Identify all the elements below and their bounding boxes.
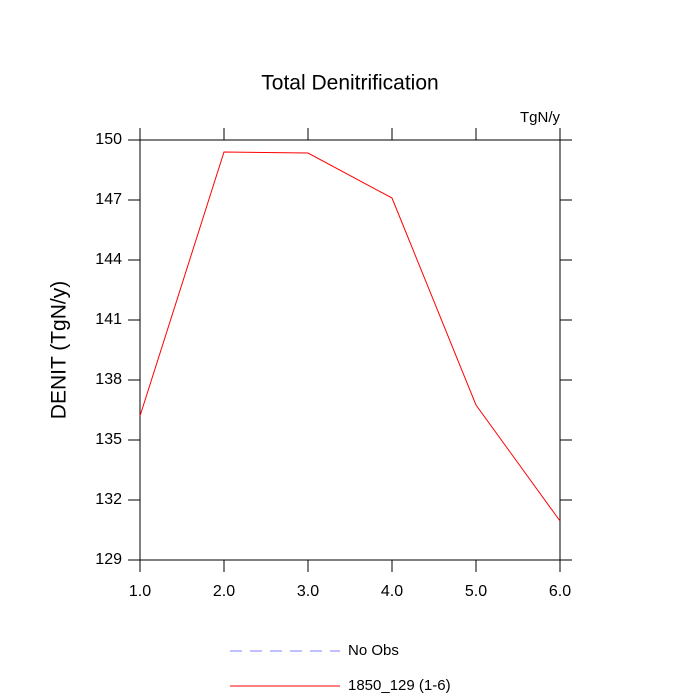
x-tick-label: 3.0 [297, 583, 319, 600]
x-tick-label: 6.0 [549, 583, 571, 600]
y-tick-label: 129 [95, 551, 122, 568]
y-tick-label: 144 [95, 251, 122, 268]
line [139, 151, 561, 522]
y-tick-label: 135 [95, 431, 122, 448]
x-tick-label: 2.0 [213, 583, 235, 600]
plot-frame [139, 139, 561, 561]
y-tick-label: 138 [95, 371, 122, 388]
legend-label: 1850_129 (1-6) [348, 677, 451, 694]
y-tick-label: 141 [95, 311, 122, 328]
x-tick-label: 4.0 [381, 583, 403, 600]
y-tick-label: 147 [95, 191, 122, 208]
y-tick-label: 132 [95, 491, 122, 508]
chart-title: Total Denitrification [261, 72, 438, 95]
x-tick-label: 5.0 [465, 583, 487, 600]
y-axis-label: DENIT (TgN/y) [48, 281, 71, 419]
y-tick-label: 150 [95, 131, 122, 148]
x-tick-label: 1.0 [129, 583, 151, 600]
units-label: TgN/y [520, 109, 561, 126]
legend-label: No Obs [348, 642, 399, 659]
